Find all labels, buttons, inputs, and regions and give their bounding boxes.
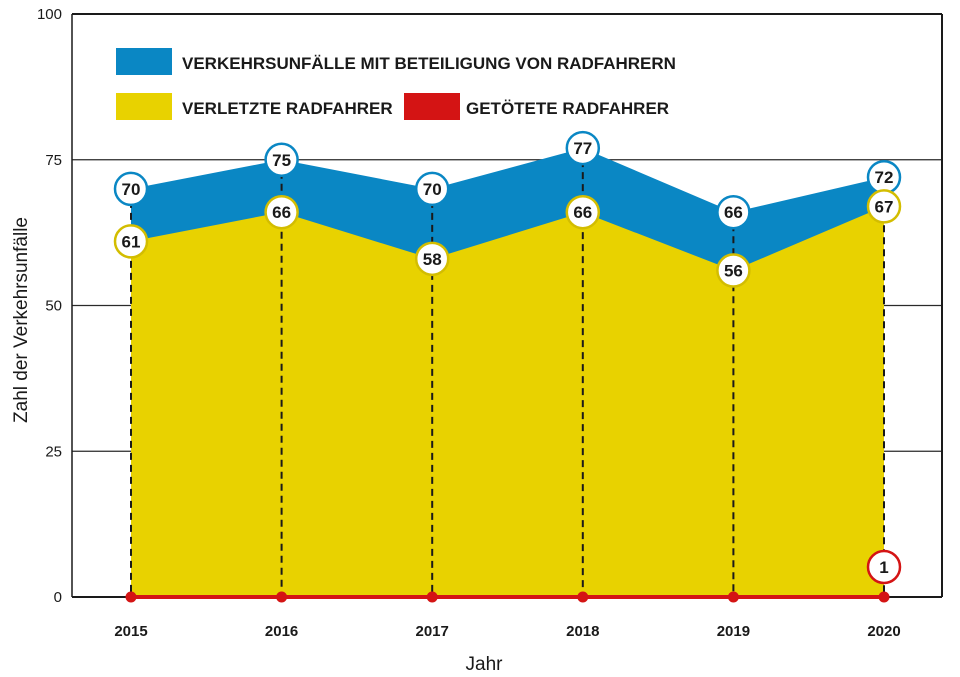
legend-swatch bbox=[404, 93, 460, 120]
legend-label: VERKEHRSUNFÄLLE MIT BETEILIGUNG VON RADF… bbox=[182, 54, 676, 73]
injured-value-circle bbox=[414, 241, 450, 277]
injured-value-label: 66 bbox=[573, 203, 592, 222]
area-layers bbox=[131, 148, 884, 597]
x-axis-ticks: 2015 2016 2017 2018 2019 2020 bbox=[114, 623, 900, 640]
x-tick-label: 2015 bbox=[114, 623, 147, 640]
total-value-label: 66 bbox=[724, 203, 743, 222]
legend-label: GETÖTETE RADFAHRER bbox=[466, 99, 669, 118]
killed-value-label: 1 bbox=[879, 558, 888, 577]
y-tick-label: 50 bbox=[45, 298, 62, 315]
legend: VERKEHRSUNFÄLLE MIT BETEILIGUNG VON RADF… bbox=[116, 48, 676, 120]
x-axis-label: Jahr bbox=[466, 654, 504, 675]
y-axis-ticks: 0 25 50 75 100 bbox=[37, 6, 62, 606]
x-tick-label: 2016 bbox=[265, 623, 298, 640]
total-value-label: 72 bbox=[875, 168, 894, 187]
injured-value-circle bbox=[716, 253, 751, 288]
total-value-circle bbox=[565, 130, 601, 166]
data-markers: 70 75 70 77 66 72 61 66 58 66 56 67 1 bbox=[113, 130, 902, 603]
injured-value-label: 58 bbox=[423, 250, 442, 269]
total-value-circle bbox=[716, 194, 751, 230]
total-value-circle bbox=[113, 171, 149, 207]
killed-point bbox=[727, 591, 739, 603]
killed-point bbox=[276, 591, 288, 603]
area-injured-cyclists bbox=[131, 206, 884, 597]
legend-swatch bbox=[116, 93, 172, 120]
total-value-circle bbox=[264, 142, 299, 177]
legend-label: VERLETZTE RADFAHRER bbox=[182, 99, 393, 118]
injured-value-circle bbox=[866, 189, 902, 224]
x-tick-label: 2020 bbox=[867, 623, 900, 640]
injured-value-label: 67 bbox=[875, 197, 894, 216]
injured-value-circle bbox=[264, 194, 299, 230]
total-value-label: 77 bbox=[573, 139, 592, 158]
total-value-label: 70 bbox=[423, 180, 442, 199]
injured-value-label: 61 bbox=[122, 232, 141, 251]
x-tick-label: 2018 bbox=[566, 623, 599, 640]
y-tick-label: 0 bbox=[54, 589, 62, 606]
total-value-label: 75 bbox=[272, 151, 291, 170]
x-tick-label: 2019 bbox=[717, 623, 750, 640]
injured-value-label: 66 bbox=[272, 203, 291, 222]
killed-point bbox=[577, 591, 589, 603]
injured-value-label: 56 bbox=[724, 262, 743, 281]
killed-point bbox=[125, 591, 137, 603]
killed-point bbox=[878, 591, 890, 603]
total-value-circle bbox=[414, 171, 450, 207]
y-tick-label: 75 bbox=[45, 152, 62, 169]
legend-swatch bbox=[116, 48, 172, 75]
injured-value-circle bbox=[565, 194, 601, 230]
y-axis-label: Zahl der Verkehrsunfälle bbox=[11, 217, 32, 423]
x-tick-label: 2017 bbox=[416, 623, 449, 640]
injured-value-circle bbox=[113, 224, 149, 259]
y-tick-label: 25 bbox=[45, 443, 62, 460]
y-tick-label: 100 bbox=[37, 6, 62, 23]
killed-point bbox=[426, 591, 438, 603]
killed-value-circle bbox=[866, 549, 902, 585]
total-value-label: 70 bbox=[122, 180, 141, 199]
